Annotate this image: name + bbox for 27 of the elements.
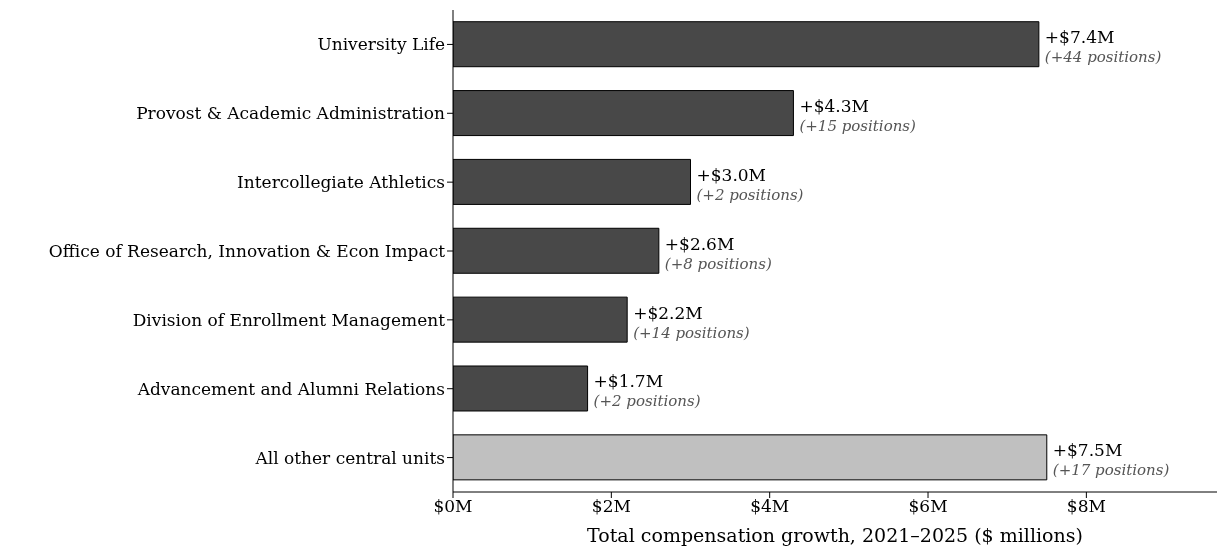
- y-tick-label: All other central units: [254, 447, 445, 468]
- y-tick-label: Intercollegiate Athletics: [237, 172, 445, 193]
- annotation: (+14 positions): [633, 323, 750, 342]
- y-tick-label: Provost & Academic Administration: [136, 103, 446, 124]
- annotation: (+2 positions): [593, 392, 701, 411]
- x-axis-title: Total compensation growth, 2021–2025 ($ millions): [587, 524, 1083, 546]
- data-label: +$7.5M: [1052, 440, 1123, 461]
- x-tick-label: $6M: [908, 496, 948, 517]
- y-tick-label: University Life: [317, 34, 445, 55]
- data-label: +$2.6M: [664, 233, 735, 254]
- x-tick-label: $8M: [1066, 496, 1106, 517]
- y-tick-label: Advancement and Alumni Relations: [136, 378, 445, 399]
- data-label: +$3.0M: [696, 164, 767, 185]
- data-label: +$1.7M: [593, 371, 664, 392]
- x-tick-label: $4M: [750, 496, 790, 517]
- annotation: (+8 positions): [664, 254, 772, 273]
- x-tick-label: $2M: [591, 496, 631, 517]
- data-label: +$2.2M: [633, 302, 703, 323]
- x-tick-label: $0M: [433, 496, 473, 517]
- annotation: (+44 positions): [1044, 48, 1162, 67]
- y-tick-label: Division of Enrollment Management: [132, 309, 446, 330]
- annotation: (+2 positions): [696, 185, 804, 204]
- annotation: (+15 positions): [799, 117, 917, 136]
- y-tick-label: Office of Research, Innovation & Econ Impact: [48, 241, 446, 262]
- annotation: (+17 positions): [1052, 461, 1170, 480]
- data-label: +$7.4M: [1044, 27, 1115, 48]
- data-label: +$4.3M: [799, 96, 869, 117]
